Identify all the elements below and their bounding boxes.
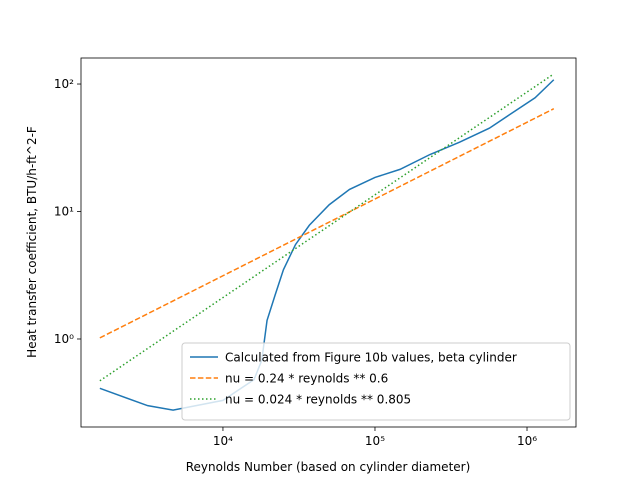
series-line xyxy=(99,73,555,382)
legend-label: Calculated from Figure 10b values, beta … xyxy=(225,351,517,365)
y-tick-label: 10² xyxy=(54,77,74,91)
series-line xyxy=(99,108,555,339)
x-tick-label: 10⁶ xyxy=(517,434,537,448)
y-axis-label: Heat transfer coefficient, BTU/h-ft^2-F xyxy=(25,126,39,358)
x-tick-label: 10⁴ xyxy=(213,434,233,448)
x-tick-label: 10⁵ xyxy=(365,434,385,448)
x-axis-label: Reynolds Number (based on cylinder diame… xyxy=(186,460,471,474)
legend-label: nu = 0.24 * reynolds ** 0.6 xyxy=(225,372,388,386)
y-tick-label: 10¹ xyxy=(54,205,74,219)
legend-label: nu = 0.024 * reynolds ** 0.805 xyxy=(225,393,411,407)
plot-frame xyxy=(80,57,577,428)
legend-box xyxy=(181,342,571,421)
y-tick-label: 10⁰ xyxy=(54,332,74,346)
